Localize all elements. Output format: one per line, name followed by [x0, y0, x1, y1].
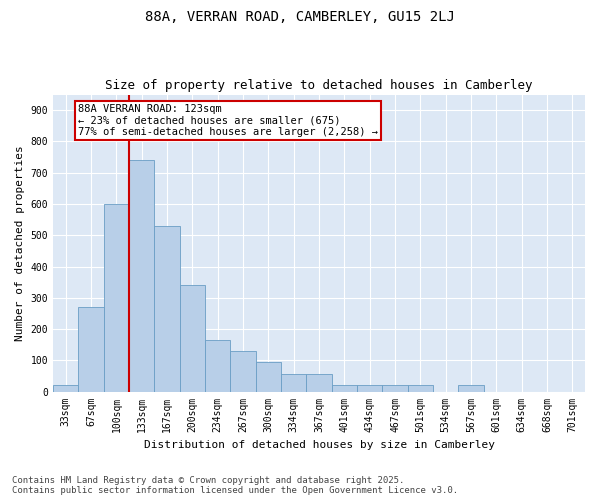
- X-axis label: Distribution of detached houses by size in Camberley: Distribution of detached houses by size …: [143, 440, 494, 450]
- Y-axis label: Number of detached properties: Number of detached properties: [15, 145, 25, 341]
- Text: Contains HM Land Registry data © Crown copyright and database right 2025.
Contai: Contains HM Land Registry data © Crown c…: [12, 476, 458, 495]
- Bar: [382, 386, 407, 392]
- Title: Size of property relative to detached houses in Camberley: Size of property relative to detached ho…: [105, 79, 533, 92]
- Bar: [357, 386, 382, 392]
- Bar: [154, 226, 179, 392]
- Bar: [407, 386, 433, 392]
- Bar: [307, 374, 332, 392]
- Bar: [53, 386, 79, 392]
- Bar: [129, 160, 154, 392]
- Bar: [205, 340, 230, 392]
- Bar: [281, 374, 307, 392]
- Bar: [104, 204, 129, 392]
- Bar: [332, 386, 357, 392]
- Bar: [458, 386, 484, 392]
- Text: 88A, VERRAN ROAD, CAMBERLEY, GU15 2LJ: 88A, VERRAN ROAD, CAMBERLEY, GU15 2LJ: [145, 10, 455, 24]
- Bar: [179, 286, 205, 392]
- Bar: [230, 351, 256, 392]
- Bar: [79, 307, 104, 392]
- Bar: [256, 362, 281, 392]
- Text: 88A VERRAN ROAD: 123sqm
← 23% of detached houses are smaller (675)
77% of semi-d: 88A VERRAN ROAD: 123sqm ← 23% of detache…: [79, 104, 379, 137]
